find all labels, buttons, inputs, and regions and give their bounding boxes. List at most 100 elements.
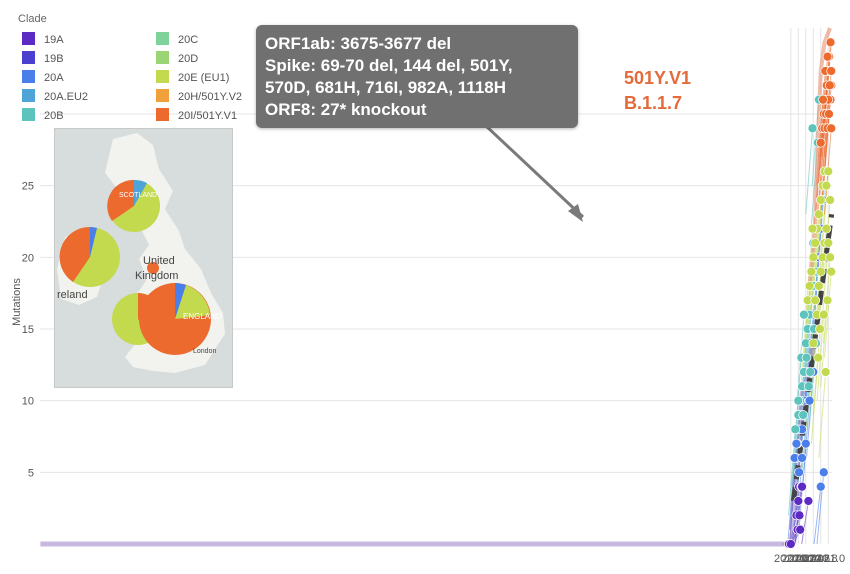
x-tick-label: 2020.2 — [781, 553, 815, 565]
data-point — [821, 223, 832, 234]
data-point — [803, 381, 814, 392]
legend-label: 20A — [44, 72, 64, 84]
legend-swatch — [22, 108, 35, 121]
data-point — [810, 295, 821, 306]
x-tick-label: 2020.8 — [804, 553, 838, 565]
pie-chart-scotland — [107, 179, 160, 232]
data-point — [807, 123, 818, 134]
x-tick-label: 2021.0 — [811, 553, 845, 565]
legend-label: 20I/501Y.V1 — [178, 110, 237, 122]
legend-swatch — [22, 89, 35, 102]
legend-label: 19B — [44, 53, 64, 65]
y-tick-label: 15 — [22, 324, 34, 336]
annotation-line-3: 570D, 681H, 716I, 982A, 1118H — [265, 78, 507, 97]
annotation-line-1: ORF1ab: 3675-3677 del — [265, 34, 452, 53]
data-point — [822, 51, 833, 62]
legend-label: 20C — [178, 34, 198, 46]
x-tick-label: 2020.6 — [796, 553, 830, 565]
data-point — [825, 195, 835, 205]
tree-branch — [818, 371, 827, 459]
y-tick-label: 25 — [22, 181, 34, 193]
data-point — [803, 496, 814, 506]
data-point — [820, 367, 831, 377]
data-point — [810, 238, 821, 248]
x-tick-label: 2020.4 — [789, 553, 823, 565]
data-point — [823, 238, 834, 248]
data-point — [824, 109, 834, 119]
map-label-united: United — [143, 255, 175, 267]
data-point — [815, 195, 826, 205]
data-point — [818, 94, 828, 105]
legend-swatch — [22, 51, 35, 64]
data-point — [806, 266, 817, 277]
map-label-ireland: reland — [57, 289, 88, 301]
data-point — [807, 223, 818, 234]
data-point — [822, 295, 833, 306]
annotation-arrow — [483, 123, 585, 219]
y-axis-label: Mutations — [11, 278, 23, 326]
legend-label: 20H/501Y.V2 — [178, 91, 242, 103]
pie-chart-england — [139, 283, 211, 355]
y-axis-ticks: 51015202530 — [22, 109, 34, 479]
data-point — [794, 510, 805, 521]
y-tick-label: 20 — [22, 252, 34, 264]
uk-map-inset: United Kingdom reland ENGLAND London SCO… — [54, 128, 233, 388]
clade-legend: Clade 19A 19B 20A 20A.EU2 20B 20C 20D 20E (EU1)… — [18, 13, 242, 122]
data-point — [815, 137, 826, 148]
y-tick-label: 10 — [22, 396, 34, 408]
annotation-line-4: ORF8: 27* knockout — [265, 100, 427, 119]
legend-label: 20A.EU2 — [44, 91, 88, 103]
map-label-scotland: SCOTLAND — [119, 192, 157, 199]
map-label-england: ENGLAND — [183, 312, 222, 321]
legend-swatch — [156, 32, 169, 45]
data-point — [794, 467, 804, 478]
data-point — [785, 539, 796, 549]
tree-branch — [805, 128, 814, 215]
data-point — [804, 281, 815, 291]
legend-swatch — [156, 89, 169, 102]
data-point — [808, 338, 819, 349]
map-label-kingdom: Kingdom — [135, 270, 178, 282]
data-point — [814, 281, 824, 291]
legend-label: 19A — [44, 34, 64, 46]
mutation-annotation: ORF1ab: 3675-3677 del Spike: 69-70 del, … — [256, 25, 578, 128]
legend-swatch — [22, 32, 35, 45]
variant-label-line-2: B.1.1.7 — [624, 93, 683, 113]
legend-swatch — [156, 51, 169, 64]
tree-branch — [801, 500, 809, 545]
data-point — [826, 266, 837, 277]
legend-swatch — [156, 70, 169, 83]
data-point — [800, 438, 811, 449]
data-point — [821, 180, 832, 191]
data-point — [799, 309, 809, 320]
data-point — [791, 438, 802, 449]
data-point — [826, 66, 837, 76]
variant-label: 501Y.V1 B.1.1.7 — [624, 66, 691, 116]
legend-label: 20E (EU1) — [178, 72, 229, 84]
data-point — [815, 266, 826, 277]
y-tick-label: 5 — [28, 467, 34, 479]
legend-swatch — [156, 108, 169, 121]
data-point — [826, 123, 837, 134]
data-point — [801, 352, 812, 363]
data-point — [825, 37, 836, 48]
data-point — [805, 367, 816, 377]
legend-label: 20D — [178, 53, 198, 65]
data-points — [784, 37, 837, 549]
data-point — [825, 252, 835, 263]
annotation-arrowhead — [568, 204, 583, 222]
data-point — [795, 524, 806, 535]
x-tick-label: 2020.0 — [774, 553, 808, 565]
pie-chart-small — [147, 262, 159, 274]
data-point — [818, 309, 829, 320]
data-point — [815, 324, 825, 334]
data-point — [823, 166, 834, 177]
data-point — [797, 481, 807, 492]
legend-swatch — [22, 70, 35, 83]
b117-branch — [807, 27, 832, 287]
data-point — [815, 481, 826, 492]
pie-chart-ireland — [59, 226, 120, 287]
data-point — [804, 395, 815, 406]
